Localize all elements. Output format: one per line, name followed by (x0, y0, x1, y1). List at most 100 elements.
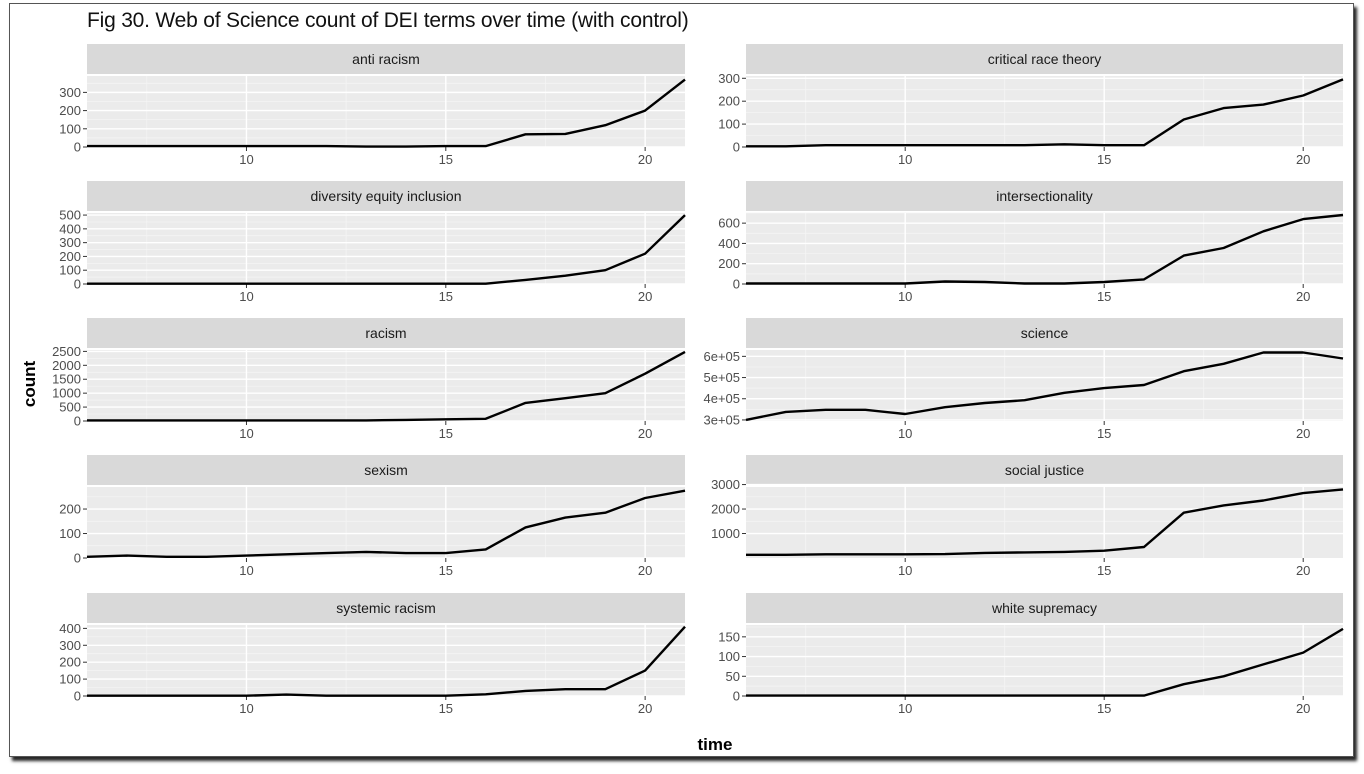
y-tick-label: 3000 (711, 477, 740, 492)
y-tick-label: 200 (59, 249, 81, 264)
y-tick-label: 200 (59, 502, 81, 517)
y-tick-label: 2000 (711, 502, 740, 517)
y-tick-label: 500 (59, 208, 81, 223)
y-tick-label: 300 (718, 71, 740, 86)
y-tick-label: 0 (74, 140, 81, 155)
x-tick-label: 10 (898, 563, 912, 578)
x-tick-label: 15 (1097, 426, 1111, 441)
y-tick-label: 300 (59, 235, 81, 250)
x-tick-label: 15 (439, 563, 453, 578)
strip-label-social-justice: social justice (1005, 462, 1085, 478)
y-tick-label: 0 (74, 551, 81, 566)
y-tick-label: 1000 (711, 526, 740, 541)
x-tick-label: 15 (439, 152, 453, 167)
figure-title: Fig 30. Web of Science count of DEI term… (87, 9, 689, 32)
y-tick-label: 1500 (52, 372, 81, 387)
x-tick-label: 10 (239, 152, 253, 167)
y-tick-label: 500 (59, 400, 81, 415)
x-tick-label: 15 (439, 289, 453, 304)
y-tick-label: 200 (718, 94, 740, 109)
strip-label-white-supremacy: white supremacy (991, 600, 1097, 616)
series-line-sexism (86, 489, 686, 558)
x-tick-label: 10 (898, 152, 912, 167)
series-line-critical-race-theory (746, 78, 1344, 148)
y-tick-label: 100 (59, 526, 81, 541)
x-tick-label: 20 (1296, 289, 1310, 304)
y-tick-label: 0 (74, 414, 81, 429)
strip-racism (87, 318, 685, 348)
strip-label-anti-racism: anti racism (352, 51, 420, 67)
x-tick-label: 20 (1296, 701, 1310, 716)
y-tick-label: 400 (718, 236, 740, 251)
x-tick-label: 10 (239, 563, 253, 578)
x-tick-label: 15 (1097, 701, 1111, 716)
panel-racism (87, 350, 685, 421)
y-tick-label: 200 (718, 256, 740, 271)
series-line-science (745, 351, 1344, 422)
strip-systemic-racism (87, 593, 685, 623)
panel-sexism (87, 487, 685, 558)
x-tick-label: 20 (638, 426, 652, 441)
strip-science (746, 318, 1343, 348)
x-tick-label: 10 (239, 289, 253, 304)
x-tick-label: 15 (439, 426, 453, 441)
x-tick-label: 20 (638, 701, 652, 716)
strip-intersectionality (746, 181, 1343, 211)
strip-label-sexism: sexism (364, 462, 408, 478)
y-tick-label: 100 (59, 263, 81, 278)
y-tick-label: 0 (74, 689, 81, 704)
strip-label-racism: racism (365, 325, 406, 341)
strip-label-science: science (1021, 325, 1069, 341)
y-tick-label: 100 (718, 117, 740, 132)
panel-systemic-racism (87, 625, 685, 696)
y-tick-label: 200 (59, 103, 81, 118)
y-tick-label: 400 (59, 221, 81, 236)
y-tick-label: 4e+05 (703, 391, 740, 406)
x-tick-label: 15 (1097, 289, 1111, 304)
strip-white-supremacy (746, 593, 1343, 623)
series-line-systemic-racism (87, 625, 686, 697)
x-tick-label: 10 (239, 701, 253, 716)
x-tick-label: 10 (898, 289, 912, 304)
series-line-racism (87, 350, 686, 422)
strip-sexism (87, 455, 685, 485)
x-tick-label: 10 (239, 426, 253, 441)
panel-anti-racism (87, 76, 685, 147)
y-tick-label: 2500 (52, 344, 81, 359)
y-tick-label: 300 (59, 638, 81, 653)
strip-label-intersectionality: intersectionality (996, 188, 1093, 204)
y-tick-label: 200 (59, 655, 81, 670)
x-tick-label: 20 (1296, 563, 1310, 578)
x-tick-label: 15 (1097, 152, 1111, 167)
strip-label-critical-race-theory: critical race theory (988, 51, 1102, 67)
x-axis-label: time (697, 735, 733, 754)
y-tick-label: 150 (718, 629, 740, 644)
panel-diversity-equity-inclusion (87, 213, 685, 284)
y-tick-label: 0 (733, 277, 740, 292)
y-tick-label: 100 (59, 121, 81, 136)
y-tick-label: 3e+05 (703, 412, 740, 427)
panel-critical-race-theory (746, 76, 1343, 147)
x-tick-label: 15 (1097, 563, 1111, 578)
x-tick-label: 20 (1296, 426, 1310, 441)
y-tick-label: 0 (733, 140, 740, 155)
x-tick-label: 20 (1296, 152, 1310, 167)
y-tick-label: 100 (59, 672, 81, 687)
y-tick-label: 6e+05 (703, 349, 740, 364)
series-line-white-supremacy (746, 627, 1344, 697)
strip-label-systemic-racism: systemic racism (336, 600, 436, 616)
y-tick-label: 50 (726, 669, 740, 684)
y-tick-label: 2000 (52, 358, 81, 373)
series-line-social-justice (746, 488, 1344, 556)
strip-label-diversity-equity-inclusion: diversity equity inclusion (311, 188, 462, 204)
x-tick-label: 15 (439, 701, 453, 716)
series-line-anti-racism (87, 78, 686, 148)
y-tick-label: 5e+05 (703, 370, 740, 385)
x-tick-label: 10 (898, 701, 912, 716)
panel-white-supremacy (746, 625, 1343, 696)
x-tick-label: 20 (638, 152, 652, 167)
y-tick-label: 600 (718, 216, 740, 231)
y-tick-label: 1000 (52, 386, 81, 401)
y-tick-label: 300 (59, 85, 81, 100)
